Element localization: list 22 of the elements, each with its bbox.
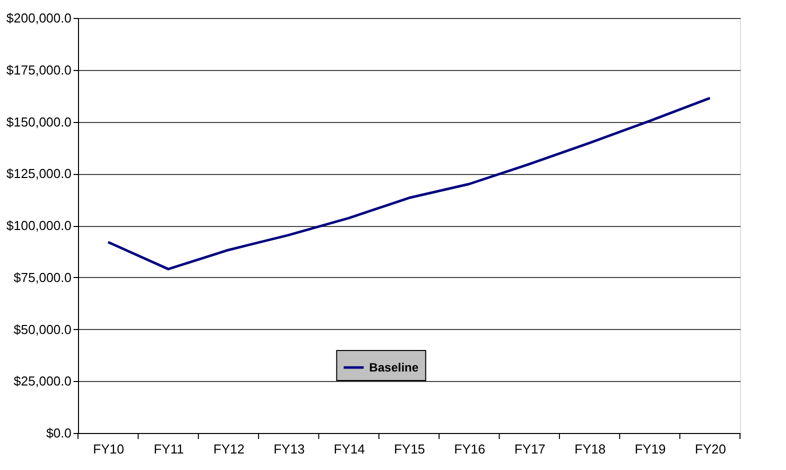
x-tick-label: FY17 (514, 442, 546, 456)
y-tick-label: $0.0 (46, 426, 72, 440)
x-tick-label: FY14 (334, 442, 365, 456)
x-tick-label: FY19 (634, 442, 666, 456)
y-tick-label: $125,000.0 (6, 166, 72, 182)
x-tick-label: FY13 (274, 442, 305, 456)
y-tick-label: $50,000.0 (14, 322, 72, 337)
y-tick-label: $100,000.0 (6, 218, 72, 233)
x-tick-label: FY12 (213, 442, 244, 456)
y-tick-label: $75,000.0 (14, 270, 72, 285)
x-tick-label: FY15 (394, 442, 426, 456)
x-tick-label: FY16 (454, 442, 486, 456)
legend-label: Baseline (369, 360, 419, 374)
y-tick-label: $200,000.0 (6, 10, 72, 26)
x-tick-label: FY10 (93, 442, 124, 456)
x-tick-label: FY20 (694, 442, 726, 456)
line-series (106, 96, 712, 270)
x-tick-label: FY11 (154, 442, 184, 456)
x-tick-label: FY18 (574, 442, 606, 456)
y-tick-label: $150,000.0 (6, 114, 72, 130)
y-tick-label: $175,000.0 (6, 62, 72, 78)
y-tick-label: $25,000.0 (14, 374, 72, 389)
